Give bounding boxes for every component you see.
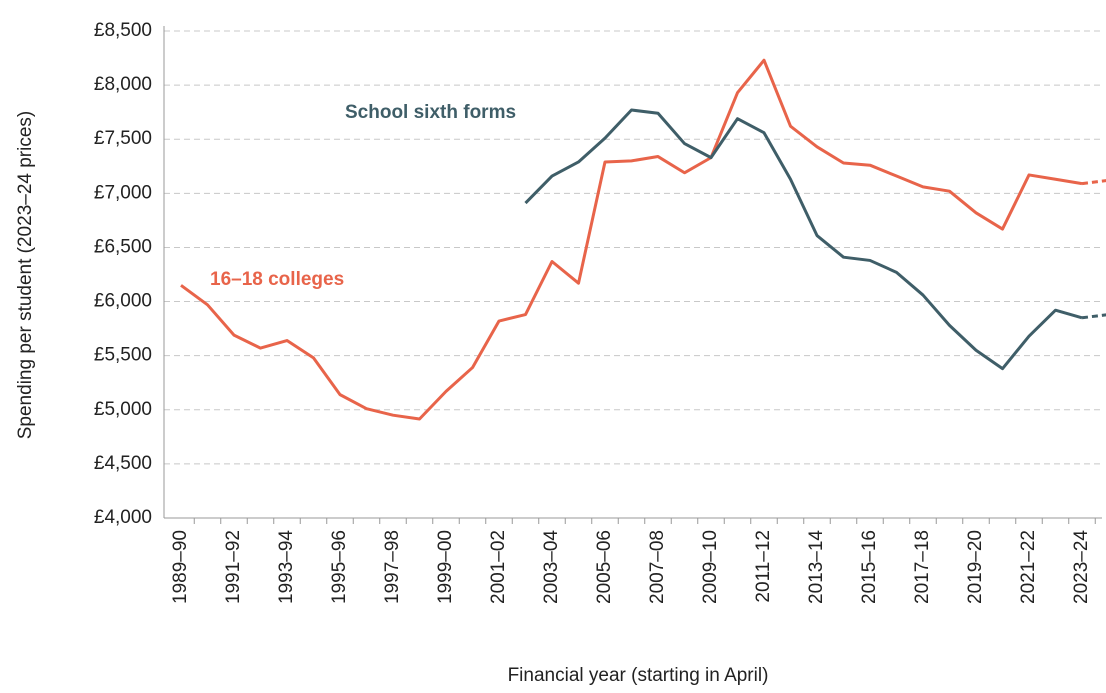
series-line-projection [1081,179,1106,186]
x-tick-label: 2015–16 [859,530,880,604]
x-tick-label: 2009–10 [700,530,721,604]
x-tick-label: 2005–06 [594,530,615,604]
x-tick-label: 2001–02 [488,530,509,604]
x-tick-label: 2007–08 [647,530,668,604]
x-tick-label: 1999–00 [435,530,456,604]
y-tick-label: £4,500 [94,453,152,474]
x-tick-label: 2023–24 [1071,530,1092,604]
x-tick-label: 1995–96 [329,530,350,604]
series-line-projection [1081,313,1106,320]
y-tick-label: £7,000 [94,182,152,203]
y-tick-label: £6,000 [94,291,152,312]
y-tick-label: £8,500 [94,20,152,41]
y-tick-label: £7,500 [94,128,152,149]
series-line [180,58,1083,421]
x-tick-label: 2003–04 [541,530,562,604]
y-tick-label: £5,500 [94,345,152,366]
x-tick-label: 2013–14 [806,530,827,604]
x-tick-label: 2019–20 [965,530,986,604]
x-tick-label: 2011–12 [753,530,774,603]
series-label: School sixth forms [345,102,516,123]
series-line [524,108,1083,371]
x-tick-label: 2017–18 [912,530,933,604]
x-axis-label: Financial year (starting in April) [508,665,769,686]
y-axis-label: Spending per student (2023–24 prices) [15,111,36,440]
series-label: 16–18 colleges [210,269,344,290]
x-tick-label: 1993–94 [276,530,297,604]
y-tick-label: £6,500 [94,236,152,257]
x-tick-label: 1991–92 [223,530,244,604]
x-tick-label: 1997–98 [382,530,403,604]
y-tick-label: £4,000 [94,507,152,528]
y-tick-label: £5,000 [94,399,152,420]
x-tick-label: 2021–22 [1018,530,1039,604]
y-tick-label: £8,000 [94,74,152,95]
x-tick-label: 1989–90 [170,530,191,604]
